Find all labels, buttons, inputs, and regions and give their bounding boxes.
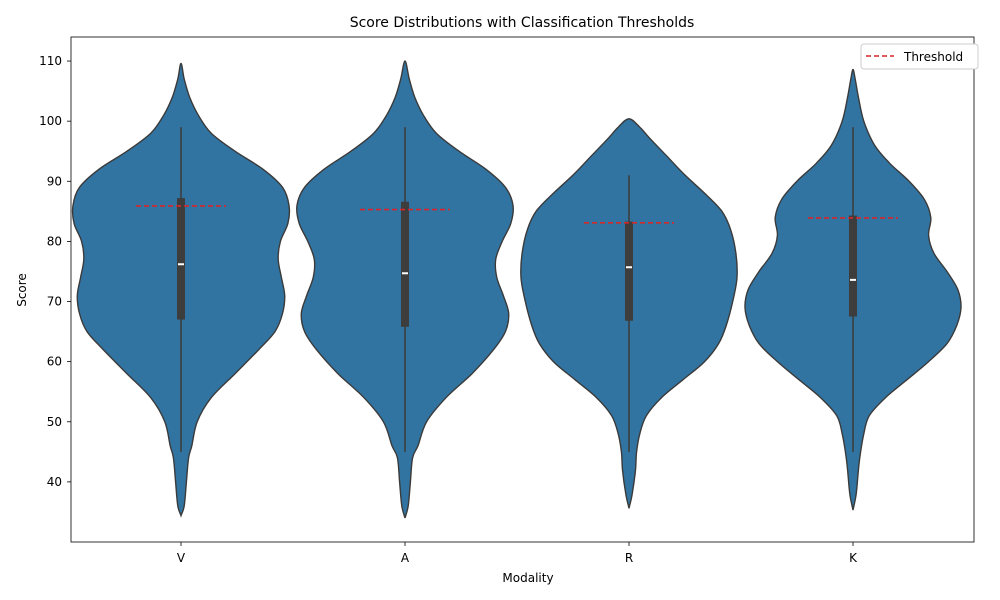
plot-area xyxy=(71,60,962,519)
y-tick-label: 80 xyxy=(47,234,62,248)
legend: Threshold xyxy=(860,43,979,70)
iqr-box-R xyxy=(625,221,633,321)
median-marker-K xyxy=(850,278,856,281)
x-axis-title: Modality xyxy=(502,571,553,585)
legend-frame xyxy=(860,43,979,70)
iqr-box-V xyxy=(177,198,185,320)
chart-title: Score Distributions with Classification … xyxy=(350,15,695,31)
y-tick-label: 60 xyxy=(47,355,62,369)
x-tick-label: R xyxy=(625,551,633,565)
y-tick-label: 50 xyxy=(47,415,62,429)
iqr-box-A xyxy=(401,201,409,327)
y-axis-title: Score xyxy=(15,273,29,307)
median-marker-V xyxy=(178,263,184,266)
y-tick-label: 110 xyxy=(39,54,62,68)
y-tick-label: 70 xyxy=(47,295,62,309)
median-marker-R xyxy=(626,266,632,269)
y-tick-label: 100 xyxy=(39,114,62,128)
x-tick-label: A xyxy=(401,551,410,565)
y-tick-label: 40 xyxy=(47,475,62,489)
axes-frame xyxy=(70,36,975,543)
x-tick-label: K xyxy=(849,551,858,565)
x-tick-label: V xyxy=(177,551,186,565)
iqr-box-K xyxy=(849,215,857,317)
legend-threshold-label: Threshold xyxy=(903,50,963,64)
y-tick-label: 90 xyxy=(47,174,62,188)
y-axis: 40 50 60 70 80 90 100 110 xyxy=(39,54,71,489)
median-marker-A xyxy=(402,272,408,275)
